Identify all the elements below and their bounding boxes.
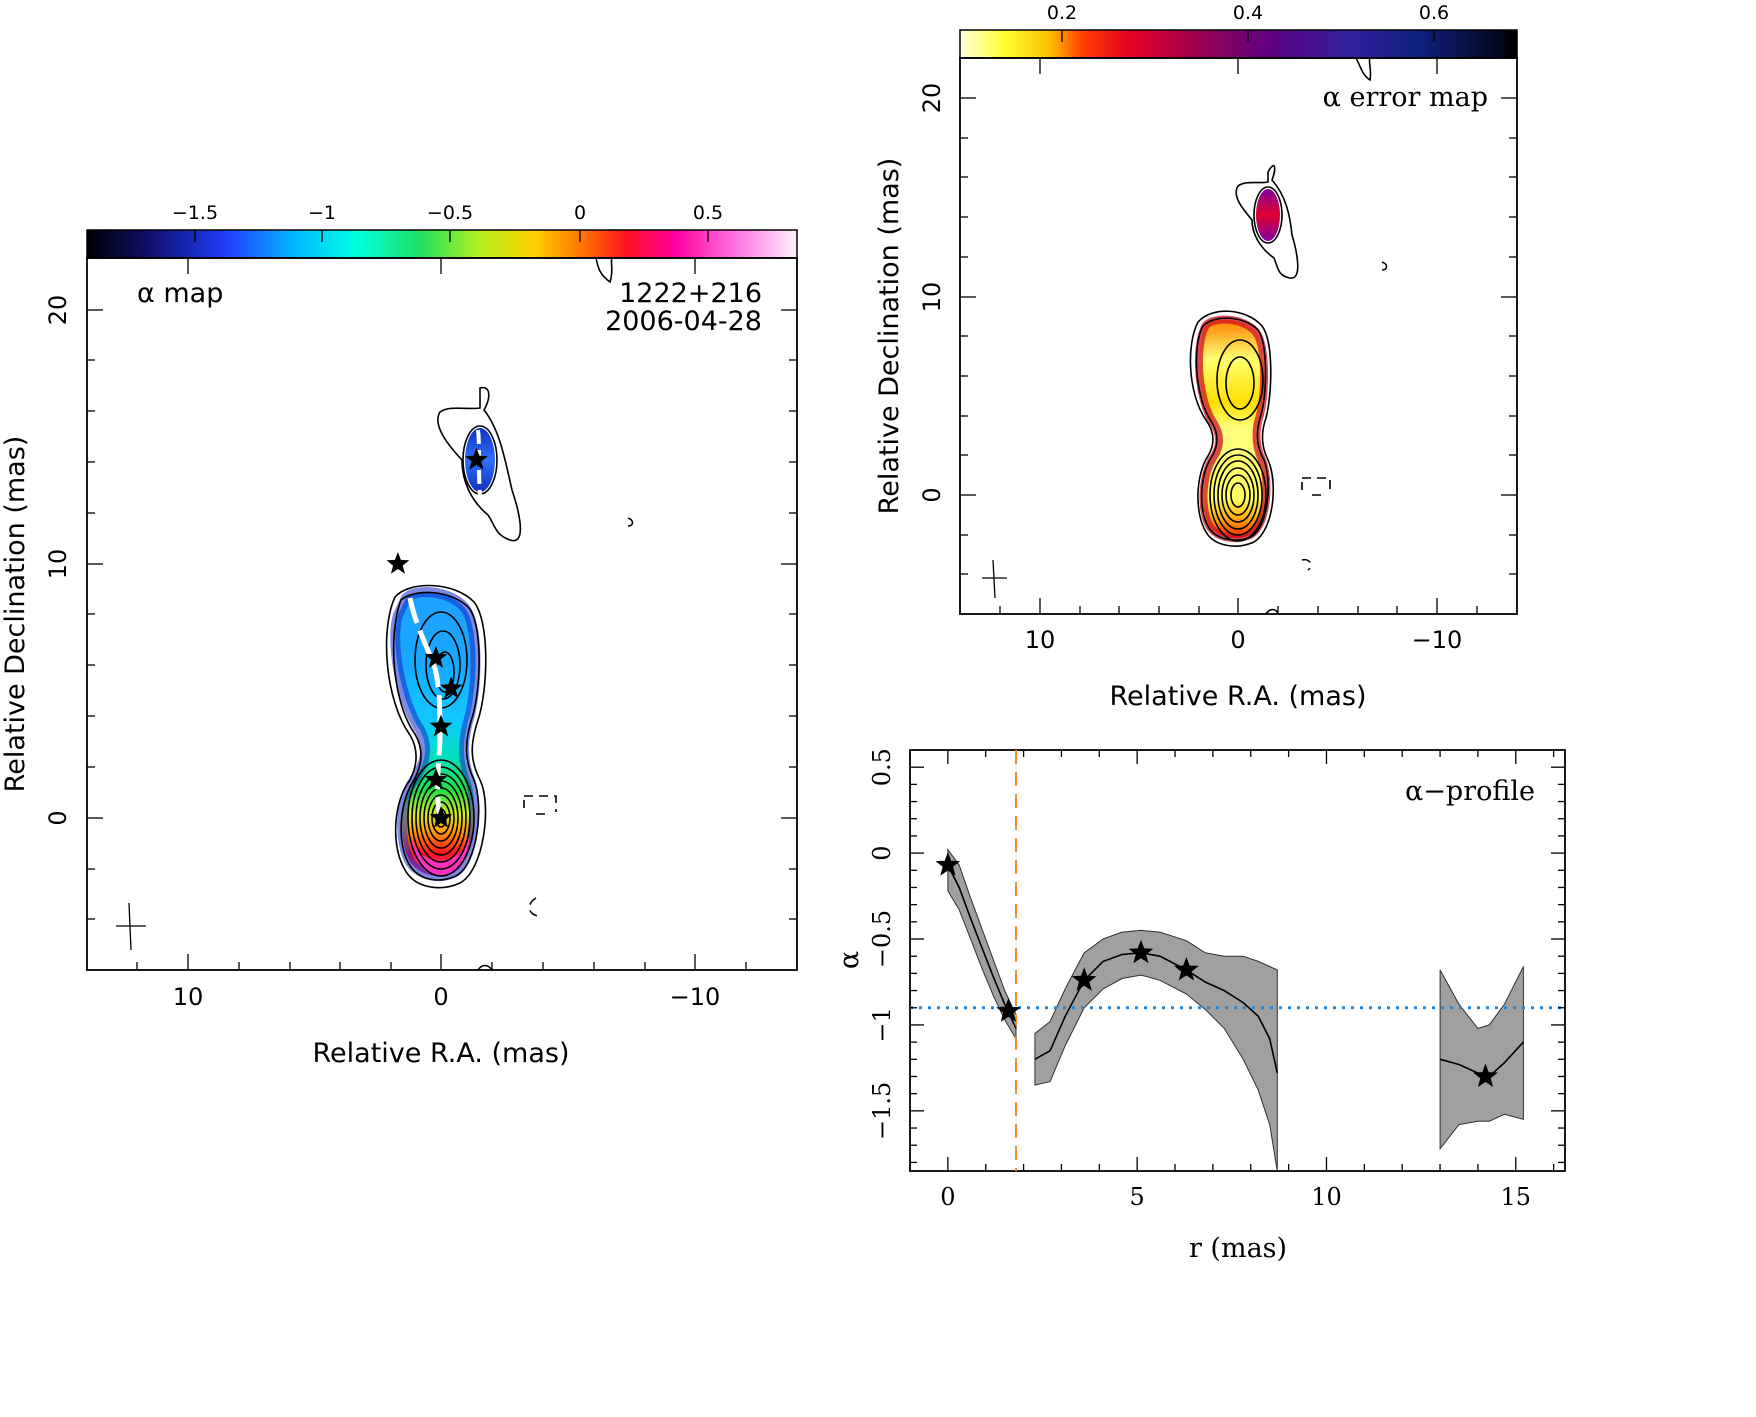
alpha-profile-xtick-label: 5: [1130, 1183, 1145, 1211]
error-map-xtick-2: 0: [1230, 626, 1245, 654]
alpha-profile-star: [996, 998, 1021, 1022]
error-map-panel: 0.2 0.4 0.6 10 0 −10 0 10: [874, 2, 1518, 712]
error-map-contours: [1189, 57, 1388, 615]
alpha-map-star: [386, 552, 410, 574]
alpha-profile-xtick-label: 10: [1311, 1183, 1342, 1211]
alpha-profile-star: [935, 852, 961, 876]
alpha-profile-ytick-label: −0.5: [868, 910, 896, 968]
alpha-map-ytick-2: 10: [44, 549, 72, 580]
alpha-map-cbar-tick-3: −0.5: [427, 202, 473, 224]
alpha-map-star: [439, 676, 463, 699]
error-map-colorbar-ticks: [1061, 30, 1435, 42]
error-map-jet: [1195, 189, 1280, 543]
alpha-map-cbar-tick-1: −1.5: [172, 202, 218, 224]
alpha-map-axis-ticks: [87, 258, 797, 970]
alpha-map-jet-edge: [390, 587, 481, 882]
error-map-cbar-tick-2: 0.4: [1233, 2, 1263, 24]
alpha-profile-title: α−profile: [1405, 776, 1535, 807]
alpha-profile-star: [1128, 939, 1154, 964]
error-map-jet-edge: [1195, 315, 1271, 543]
error-map-xtick-1: 10: [1025, 626, 1056, 654]
error-map-xtick-3: −10: [1412, 626, 1463, 654]
error-map-xlabel: Relative R.A. (mas): [1110, 681, 1367, 712]
error-map-axis-ticks: [960, 58, 1517, 614]
alpha-map-star: [424, 767, 448, 790]
alpha-profile-star: [1174, 957, 1199, 981]
alpha-map-source: 1222+216: [619, 278, 762, 309]
error-map-ytick-1: 0: [918, 487, 946, 502]
alpha-map-colorbar: [86, 229, 798, 259]
error-map-beam: [982, 559, 1007, 599]
alpha-profile-frame: [909, 749, 1566, 1172]
alpha-profile-star: [1473, 1063, 1498, 1087]
error-map-knot-color: [1256, 189, 1280, 241]
alpha-profile-ticks: [909, 750, 1565, 1171]
alpha-profile-stars: [935, 852, 1498, 1087]
alpha-profile-error-band: [1034, 929, 1278, 1172]
error-map-label: α error map: [1323, 82, 1488, 113]
error-map-ytick-3: 20: [918, 83, 946, 114]
alpha-map-contours: [385, 257, 634, 971]
alpha-profile-xlabel: r (mas): [1189, 1233, 1287, 1264]
alpha-profile-bands: [947, 848, 1524, 1172]
alpha-map-beam: [116, 902, 146, 951]
alpha-profile-xtick-label: 15: [1501, 1183, 1532, 1211]
alpha-profile-panel: 0 5 10 15 0.5 0 −0.5 −1 −1.5 α−profile r (mas) α: [834, 748, 1566, 1264]
alpha-map-cbar-tick-5: 0.5: [693, 202, 723, 224]
alpha-profile-ytick-label: 0: [868, 845, 896, 860]
alpha-map-star: [465, 447, 488, 470]
alpha-map-xtick-1: 10: [173, 983, 204, 1011]
alpha-map-core-magenta: [410, 835, 470, 876]
alpha-profile-series-line: [1034, 951, 1279, 1074]
alpha-map-star: [424, 646, 448, 668]
alpha-map-label: α map: [137, 278, 223, 309]
error-map-ylabel: Relative Declination (mas): [874, 158, 905, 515]
error-map-cbar-tick-1: 0.2: [1047, 2, 1077, 24]
alpha-profile-ytick-label: 0.5: [868, 748, 896, 786]
alpha-profile-xtick-label: 0: [940, 1183, 955, 1211]
alpha-profile-star: [1071, 967, 1097, 991]
alpha-map-cbar-tick-4: 0: [574, 202, 586, 224]
error-map-cbar-tick-3: 0.6: [1419, 2, 1449, 24]
error-map-jet-color: [1198, 319, 1267, 539]
alpha-map-panel: −1.5 −1 −0.5 0 0.5 10 0: [0, 202, 798, 1069]
alpha-profile-error-band: [1439, 966, 1524, 1151]
alpha-map-xtick-3: −10: [670, 983, 721, 1011]
alpha-map-ylabel: Relative Declination (mas): [0, 436, 31, 793]
alpha-map-star: [429, 714, 453, 737]
alpha-profile-series-line: [947, 864, 1017, 1029]
alpha-map-stars: [386, 447, 488, 828]
alpha-map-colorbar-ticks: [194, 230, 709, 242]
alpha-profile-ytick-label: −1: [868, 1007, 896, 1042]
alpha-profile-tick-labels: 0 5 10 15 0.5 0 −0.5 −1 −1.5: [868, 748, 1531, 1211]
alpha-map-xtick-2: 0: [433, 983, 448, 1011]
alpha-map-date: 2006-04-28: [605, 306, 762, 337]
error-map-ytick-2: 10: [918, 282, 946, 313]
alpha-map-xlabel: Relative R.A. (mas): [313, 1038, 570, 1069]
alpha-map-star: [429, 806, 453, 828]
alpha-profile-ylabel: α: [834, 951, 865, 969]
alpha-profile-ytick-label: −1.5: [868, 1082, 896, 1140]
alpha-map-cbar-tick-2: −1: [308, 202, 336, 224]
alpha-map-ytick-3: 20: [44, 295, 72, 326]
error-map-colorbar: [959, 29, 1518, 59]
alpha-map-ytick-1: 0: [44, 810, 72, 825]
